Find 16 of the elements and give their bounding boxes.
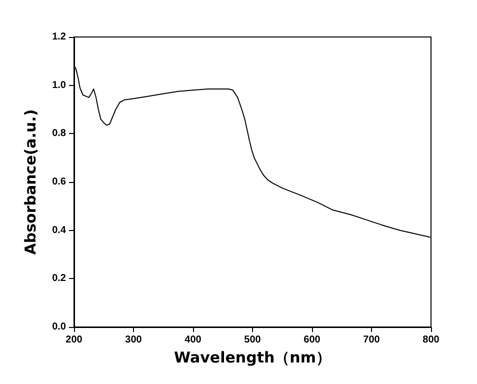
y-tick-label: 0.0 [52,322,66,332]
y-tick-label: 1.0 [52,80,66,91]
x-tick-label: 600 [304,334,321,346]
y-tick-label: 0.2 [52,273,66,284]
x-tick-label: 700 [363,334,380,346]
x-tick-label: 400 [184,334,202,346]
y-tick-label: 0.8 [52,128,66,140]
y-axis-title: Absorbance(a.u.) [22,109,40,255]
x-tick-label: 500 [244,334,262,346]
y-tick-label: 1.2 [52,32,66,42]
x-tick-label: 200 [66,334,83,346]
y-tick-label: 0.4 [52,224,66,236]
y-tick-label: 0.6 [52,176,66,188]
x-axis-title: Wavelength（nm） [174,348,331,366]
x-tick-label: 300 [125,334,142,346]
x-tick-label: 800 [422,334,440,346]
